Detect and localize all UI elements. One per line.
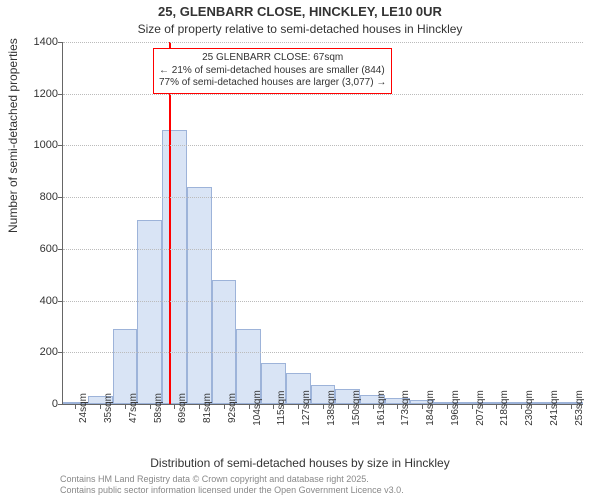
- y-axis-label: Number of semi-detached properties: [6, 38, 20, 233]
- xtick-label: 58sqm: [153, 393, 164, 423]
- gridline-h: [63, 352, 583, 353]
- xtick-label: 253sqm: [574, 390, 585, 426]
- xtick: [100, 404, 101, 409]
- xtick-label: 69sqm: [177, 393, 188, 423]
- xtick-label: 184sqm: [425, 390, 436, 426]
- ytick-label: 800: [24, 191, 58, 203]
- bar: [162, 130, 187, 404]
- xtick-label: 207sqm: [475, 390, 486, 426]
- xtick-label: 138sqm: [326, 390, 337, 426]
- ytick-label: 0: [24, 398, 58, 410]
- ytick: [58, 404, 63, 405]
- xtick: [348, 404, 349, 409]
- ytick: [58, 352, 63, 353]
- credits-line1: Contains HM Land Registry data © Crown c…: [60, 474, 404, 485]
- gridline-h: [63, 301, 583, 302]
- xtick: [571, 404, 572, 409]
- xtick-label: 92sqm: [227, 393, 238, 423]
- bars-layer: [63, 42, 583, 404]
- xtick-label: 230sqm: [524, 390, 535, 426]
- xtick-label: 35sqm: [103, 393, 114, 423]
- anno-line1: 25 GLENBARR CLOSE: 67sqm: [159, 52, 386, 65]
- bar: [212, 280, 237, 404]
- reference-vline: [169, 42, 171, 404]
- xtick: [298, 404, 299, 409]
- ytick: [58, 145, 63, 146]
- xtick-label: 104sqm: [252, 390, 263, 426]
- xtick: [249, 404, 250, 409]
- xtick: [199, 404, 200, 409]
- ytick-label: 1000: [24, 139, 58, 151]
- xtick: [472, 404, 473, 409]
- xtick: [447, 404, 448, 409]
- title-sub: Size of property relative to semi-detach…: [0, 22, 600, 36]
- xtick: [75, 404, 76, 409]
- title-main: 25, GLENBARR CLOSE, HINCKLEY, LE10 0UR: [0, 4, 600, 19]
- ytick: [58, 301, 63, 302]
- bar: [187, 187, 212, 404]
- ytick-label: 400: [24, 295, 58, 307]
- xtick: [174, 404, 175, 409]
- anno-line3: 77% of semi-detached houses are larger (…: [159, 77, 386, 90]
- ytick-label: 1200: [24, 88, 58, 100]
- chart-container: 25, GLENBARR CLOSE, HINCKLEY, LE10 0UR S…: [0, 0, 600, 500]
- xtick: [546, 404, 547, 409]
- credits-line2: Contains public sector information licen…: [60, 485, 404, 496]
- xtick: [373, 404, 374, 409]
- xtick: [323, 404, 324, 409]
- gridline-h: [63, 42, 583, 43]
- xtick-label: 173sqm: [400, 390, 411, 426]
- plot-area: 25 GLENBARR CLOSE: 67sqm ← 21% of semi-d…: [62, 42, 583, 405]
- xtick: [273, 404, 274, 409]
- xtick-label: 161sqm: [376, 390, 387, 426]
- xtick-label: 241sqm: [549, 390, 560, 426]
- ytick: [58, 42, 63, 43]
- x-axis-label: Distribution of semi-detached houses by …: [0, 456, 600, 470]
- anno-line2: ← 21% of semi-detached houses are smalle…: [159, 65, 386, 78]
- xtick: [150, 404, 151, 409]
- ytick-label: 1400: [24, 36, 58, 48]
- ytick: [58, 249, 63, 250]
- ytick-label: 600: [24, 243, 58, 255]
- xtick-label: 196sqm: [450, 390, 461, 426]
- gridline-h: [63, 145, 583, 146]
- xtick: [521, 404, 522, 409]
- ytick: [58, 94, 63, 95]
- xtick: [224, 404, 225, 409]
- gridline-h: [63, 94, 583, 95]
- gridline-h: [63, 197, 583, 198]
- xtick-label: 24sqm: [78, 393, 89, 423]
- xtick-label: 218sqm: [499, 390, 510, 426]
- gridline-h: [63, 249, 583, 250]
- ytick-label: 200: [24, 346, 58, 358]
- xtick: [496, 404, 497, 409]
- credits: Contains HM Land Registry data © Crown c…: [60, 474, 404, 496]
- ytick: [58, 197, 63, 198]
- xtick: [397, 404, 398, 409]
- xtick-label: 150sqm: [351, 390, 362, 426]
- annotation-box: 25 GLENBARR CLOSE: 67sqm ← 21% of semi-d…: [153, 48, 392, 94]
- xtick-label: 47sqm: [128, 393, 139, 423]
- xtick: [125, 404, 126, 409]
- xtick: [422, 404, 423, 409]
- xtick-label: 81sqm: [202, 393, 213, 423]
- xtick-label: 115sqm: [276, 391, 287, 426]
- xtick-label: 127sqm: [301, 390, 312, 426]
